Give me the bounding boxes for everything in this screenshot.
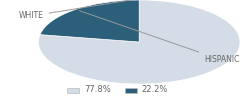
Wedge shape <box>40 0 139 42</box>
FancyBboxPatch shape <box>125 88 137 92</box>
Wedge shape <box>38 0 240 84</box>
Text: WHITE: WHITE <box>19 0 134 20</box>
Text: 77.8%: 77.8% <box>84 86 111 94</box>
Text: 22.2%: 22.2% <box>142 86 168 94</box>
FancyBboxPatch shape <box>67 88 79 92</box>
Text: HISPANIC: HISPANIC <box>79 11 239 64</box>
